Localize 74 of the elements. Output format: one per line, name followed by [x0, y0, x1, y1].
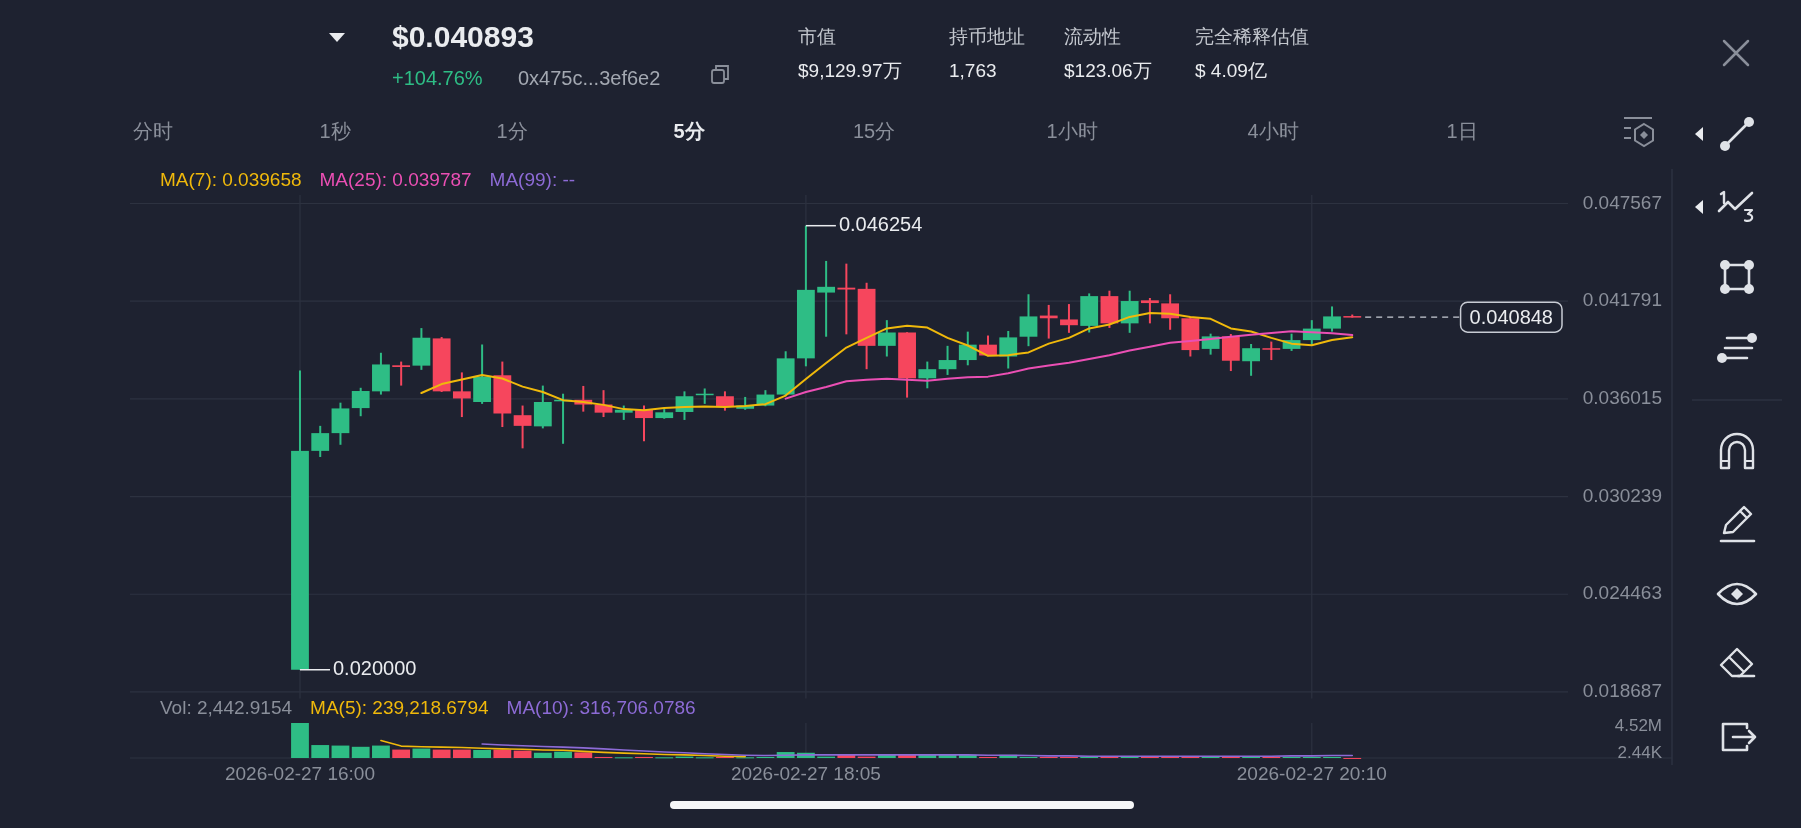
candlestick	[1262, 340, 1281, 362]
y-tick-label: 0.030239	[1582, 484, 1662, 506]
candlestick	[1141, 296, 1159, 325]
text: 1秒	[319, 120, 351, 142]
bar	[412, 748, 431, 758]
line-series	[784, 330, 1354, 400]
y-tick-label: 0.041791	[1582, 289, 1662, 311]
bar	[372, 745, 390, 758]
candlestick	[837, 262, 856, 336]
candlestick	[392, 360, 411, 387]
candlestick	[513, 404, 532, 450]
annotation: 4.52M	[1614, 716, 1662, 736]
candlestick	[311, 424, 330, 458]
text: 1小时	[1046, 120, 1098, 142]
candlestick	[716, 390, 734, 412]
text: 0x475c...3ef6e2	[518, 67, 661, 89]
text: 5分	[673, 120, 706, 142]
candlestick	[1323, 305, 1341, 333]
text: 1,763	[949, 60, 997, 81]
text: +104.76%	[392, 67, 483, 89]
y-tick-label: 0.047567	[1582, 191, 1662, 213]
text: 1日	[1446, 120, 1478, 142]
candlestick	[452, 371, 471, 419]
bar	[351, 746, 370, 758]
text: $0.040893	[392, 20, 534, 53]
text: $9,129.97万	[798, 60, 902, 81]
candlestick	[1019, 293, 1038, 348]
bar	[291, 723, 309, 758]
bar	[473, 749, 492, 758]
text: 分时	[133, 120, 173, 142]
bar	[311, 745, 330, 758]
bar	[533, 752, 552, 758]
bar	[331, 745, 350, 758]
bar	[493, 749, 512, 758]
candlestick	[938, 344, 957, 376]
series-label: Vol: 2,442.9154	[160, 697, 293, 719]
bar	[574, 752, 593, 758]
x-tick-label: 2026-02-27 20:10	[1236, 763, 1387, 785]
text: 持币地址	[949, 26, 1025, 47]
x-tick-label: 2026-02-27 16:00	[224, 763, 375, 785]
text: MA(7): 0.039658	[160, 169, 302, 191]
text: 15分	[852, 120, 896, 142]
bar	[554, 751, 572, 758]
text: $ 4.09亿	[1195, 60, 1267, 81]
y-tick-label: 0.018687	[1582, 679, 1662, 701]
annotation: 0.046254	[838, 212, 923, 235]
bar	[432, 749, 451, 758]
bar	[452, 749, 471, 758]
candlestick	[1060, 303, 1078, 334]
candlestick	[1120, 289, 1139, 334]
text: 流动性	[1064, 26, 1121, 47]
text: 市值	[798, 26, 836, 47]
annotation: 0.020000	[332, 657, 417, 680]
candlestick	[918, 360, 937, 390]
text: 1分	[496, 120, 528, 142]
y-tick-label: 0.024463	[1582, 582, 1662, 604]
bar	[513, 750, 532, 758]
candlestick	[351, 386, 370, 418]
candlestick	[999, 329, 1018, 370]
annotation: 2.44K	[1617, 743, 1663, 763]
candlestick	[877, 319, 896, 358]
series-label: MA(5): 239,218.6794	[310, 697, 489, 719]
text: MA(25): 0.039787	[319, 169, 472, 191]
y-tick-label: 0.036015	[1582, 386, 1662, 408]
text: 4小时	[1247, 120, 1299, 142]
series-label: MA(10): 316,706.0786	[506, 697, 696, 719]
text: $123.06万	[1064, 60, 1152, 81]
candlestick	[1242, 342, 1260, 377]
x-tick-label: 2026-02-27 18:05	[730, 763, 881, 785]
legend-label: MA(99): --	[489, 169, 576, 191]
candlestick	[817, 259, 836, 338]
bar	[392, 749, 411, 758]
text: 完全稀释估值	[1195, 26, 1309, 47]
ref-line-label: 0.040848	[1469, 306, 1553, 329]
